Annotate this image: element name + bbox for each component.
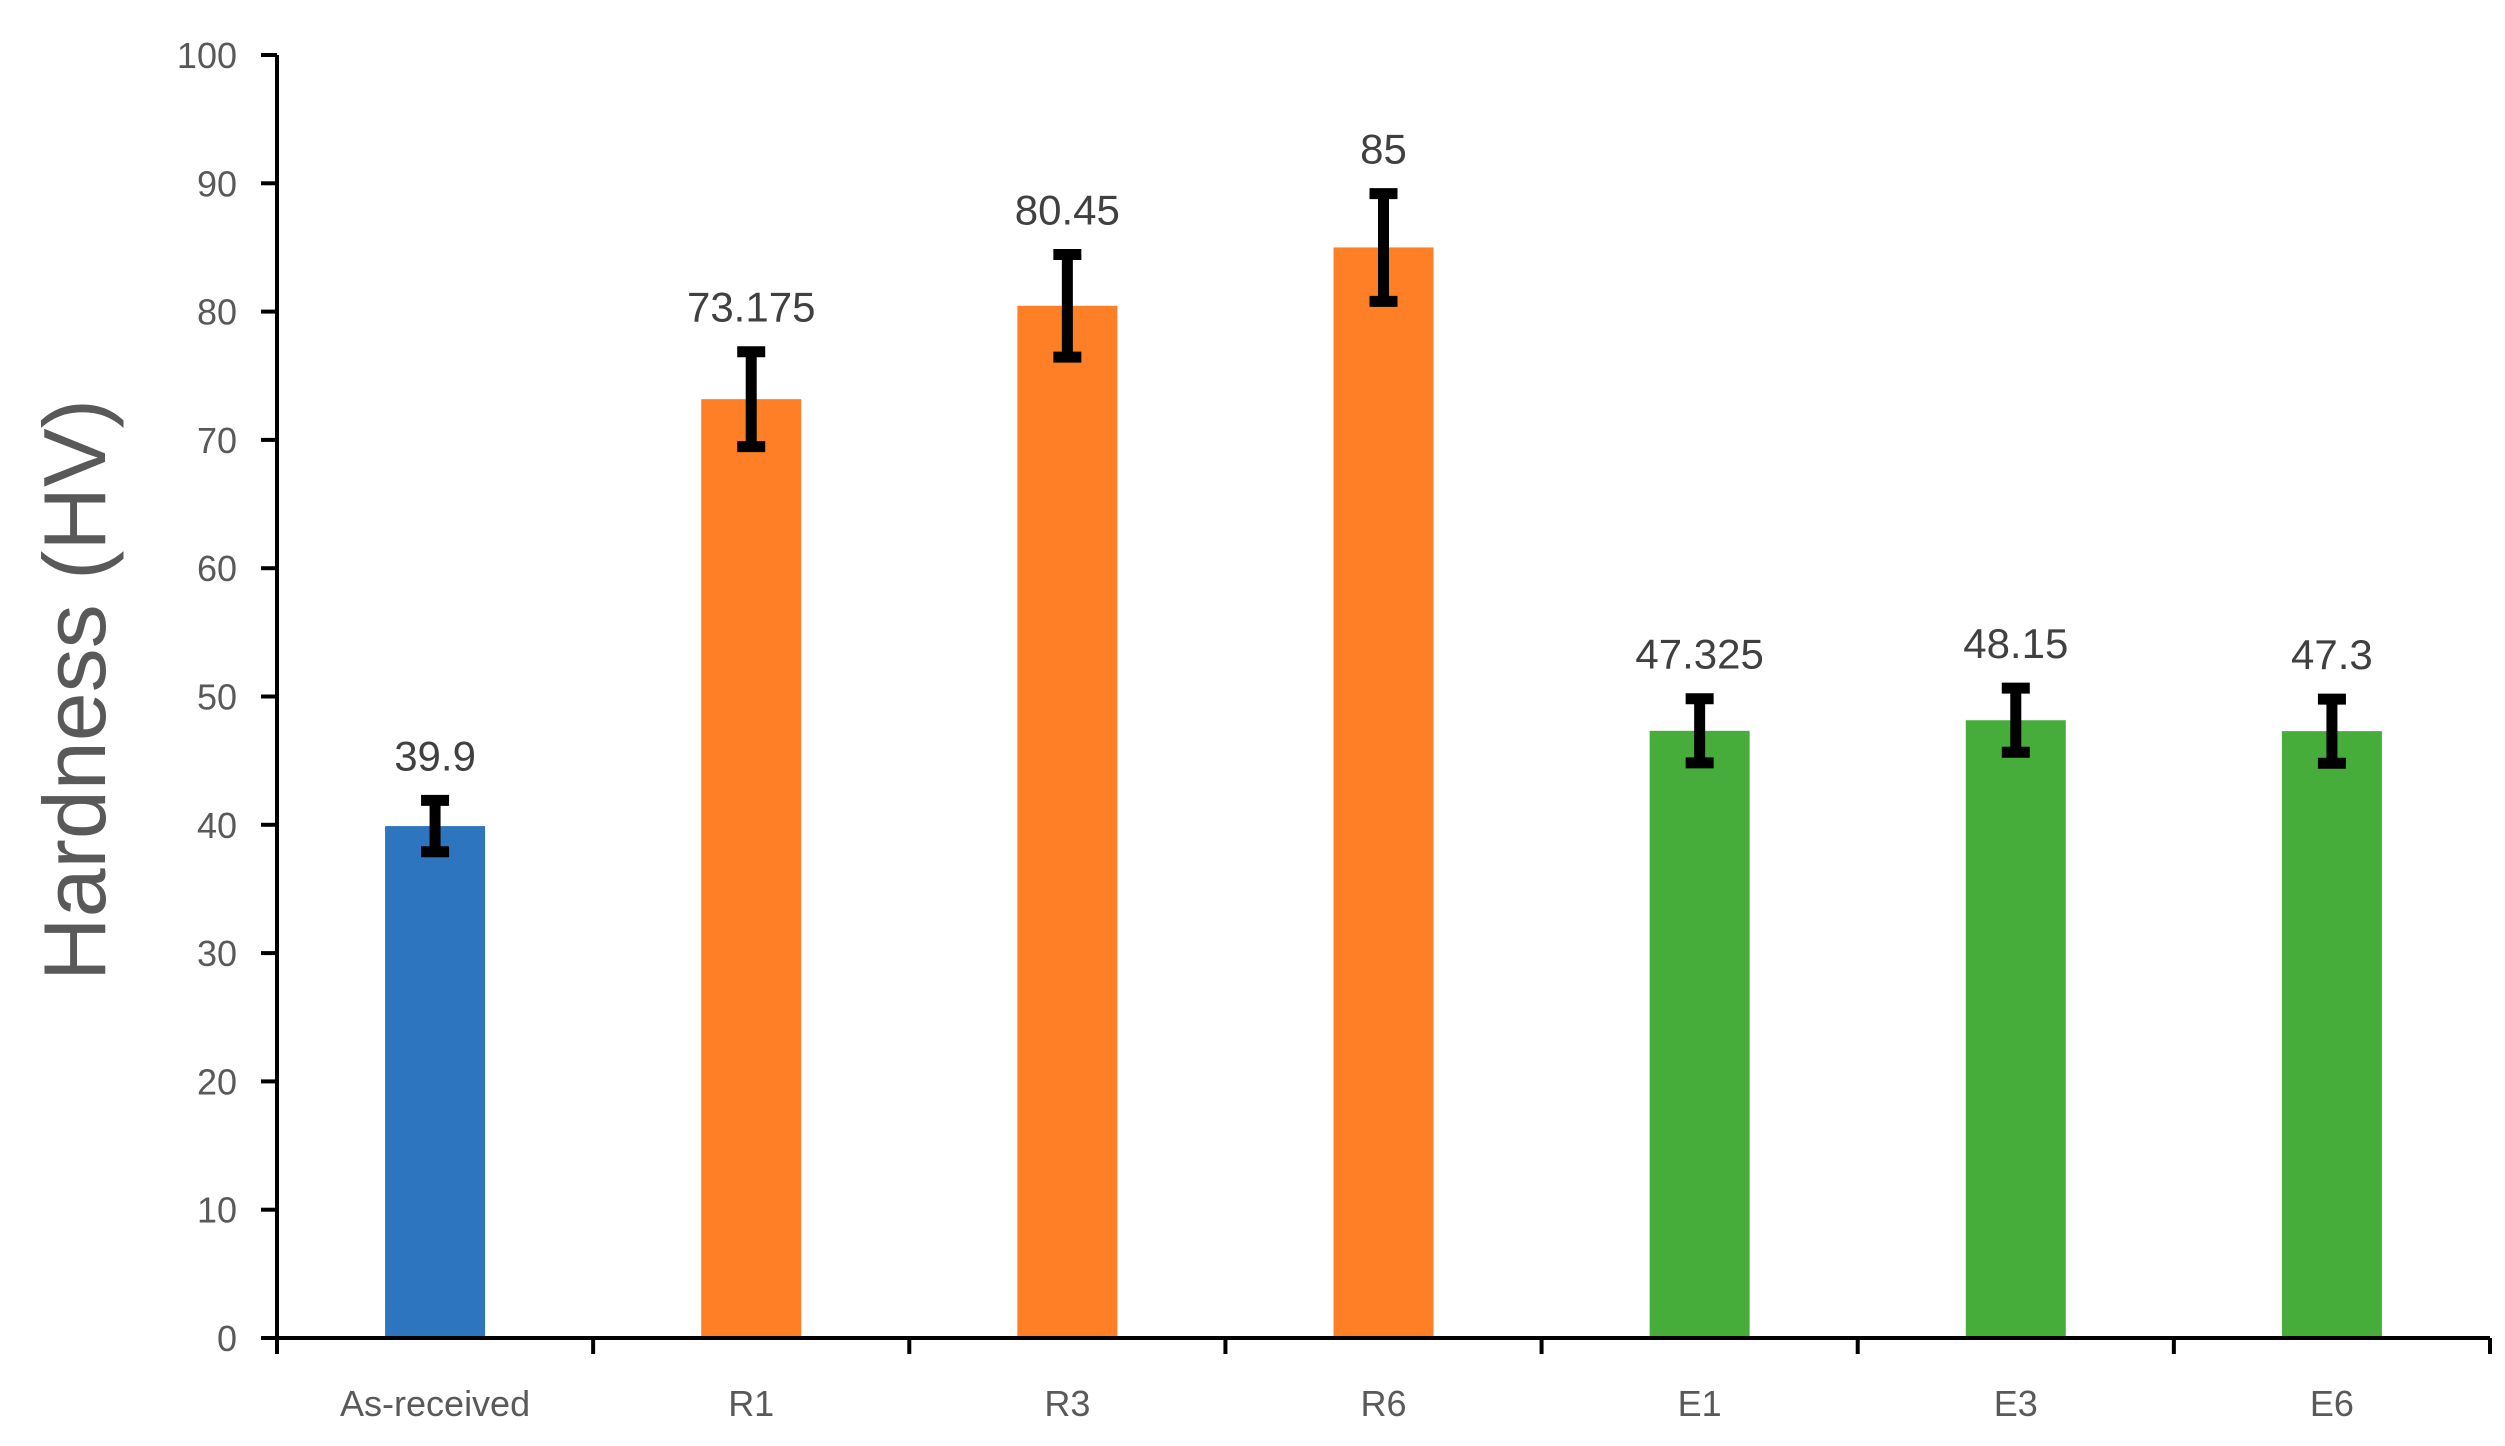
x-tick-label-e1: E1 <box>1678 1383 1722 1424</box>
error-bar-e6 <box>2317 693 2346 769</box>
bars-layer <box>385 247 2382 1339</box>
y-tick-label-80: 80 <box>197 292 237 333</box>
x-tick-label-as-received: As-received <box>340 1383 530 1424</box>
x-tick-label-r3: R3 <box>1044 1383 1090 1424</box>
x-tick-label-e6: E6 <box>2310 1383 2354 1424</box>
bar-e3 <box>1965 720 2066 1338</box>
y-tick-label-70: 70 <box>197 420 237 461</box>
x-tick-label-e3: E3 <box>1994 1383 2038 1424</box>
data-label-r1: 73.175 <box>687 284 815 331</box>
bar-r1 <box>701 399 802 1338</box>
data-label-e1: 47.325 <box>1635 631 1763 678</box>
y-tick-label-100: 100 <box>177 35 237 76</box>
error-bar-r1 <box>737 346 766 453</box>
error-bar-e1 <box>1685 693 1714 769</box>
y-tick-label-10: 10 <box>197 1190 237 1231</box>
y-tick-label-90: 90 <box>197 163 237 204</box>
data-label-r3: 80.45 <box>1015 187 1120 234</box>
error-bar-r6 <box>1369 188 1398 307</box>
y-tick-label-0: 0 <box>217 1318 237 1359</box>
x-tick-label-r6: R6 <box>1360 1383 1406 1424</box>
data-label-as-received: 39.9 <box>394 732 476 779</box>
data-label-e6: 47.3 <box>2291 631 2373 678</box>
x-tick-label-r1: R1 <box>728 1383 774 1424</box>
error-bar-as-received <box>421 794 450 858</box>
bar-r3 <box>1017 305 1118 1338</box>
data-label-e3: 48.15 <box>1963 620 2068 667</box>
y-tick-label-60: 60 <box>197 548 237 589</box>
axes-layer <box>261 53 2492 1354</box>
error-bar-e3 <box>2001 682 2030 758</box>
y-axis-title: Hardness (HV) <box>25 399 124 981</box>
errorbars-layer <box>421 188 2346 858</box>
bar-r6 <box>1333 247 1434 1339</box>
y-axis-title-group: Hardness (HV) <box>25 399 124 981</box>
y-tick-label-50: 50 <box>197 677 237 718</box>
bar-e6 <box>2281 731 2382 1338</box>
bar-e1 <box>1649 730 1750 1338</box>
y-tick-label-30: 30 <box>197 933 237 974</box>
labels-layer: 39.9 As-received 73.175 R1 80.45 R3 85 R6 47.325… <box>177 35 2373 1424</box>
bar-as-received <box>385 826 486 1338</box>
y-tick-label-20: 20 <box>197 1061 237 1102</box>
data-label-r6: 85 <box>1360 126 1407 173</box>
y-tick-label-40: 40 <box>197 805 237 846</box>
error-bar-r3 <box>1053 249 1082 363</box>
